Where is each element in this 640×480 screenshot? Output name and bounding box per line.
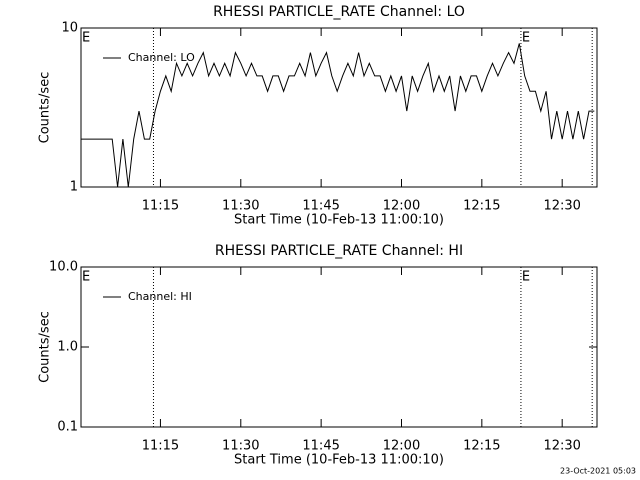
y-tick-label: 10.0: [49, 260, 78, 275]
y-tick-label: 10: [61, 21, 78, 36]
x-tick-label: 11:45: [302, 439, 339, 454]
plot-frame: [80, 27, 598, 188]
x-tick-label: 11:30: [222, 199, 259, 214]
x-axis-label: Start Time (10-Feb-13 11:00:10): [234, 213, 444, 228]
footer: 23-Oct-2021 05:03: [560, 467, 636, 476]
annotation: E: [82, 31, 90, 46]
annotation: E: [82, 270, 90, 285]
x-tick-label: 12:30: [543, 199, 580, 214]
x-tick-label: 12:15: [463, 439, 500, 454]
annotation: E: [522, 31, 530, 46]
x-tick-label: 11:30: [222, 439, 259, 454]
x-tick-label: 12:00: [383, 199, 420, 214]
y-tick-label: 1: [70, 180, 78, 195]
x-tick-label: 12:30: [543, 439, 580, 454]
annotation: E: [522, 270, 530, 285]
x-tick-label: 11:15: [142, 199, 179, 214]
y-tick-label: 0.1: [57, 420, 78, 435]
legend-label: Channel: HI: [128, 290, 192, 303]
plot-frame: [80, 266, 598, 428]
data-line: [81, 43, 595, 188]
x-tick-label: 11:45: [302, 199, 339, 214]
x-axis-label: Start Time (10-Feb-13 11:00:10): [234, 453, 444, 468]
y-axis-label: Counts/sec: [38, 72, 53, 144]
x-tick-label: 12:15: [463, 199, 500, 214]
x-tick-label: 11:15: [142, 439, 179, 454]
x-tick-label: 12:00: [383, 439, 420, 454]
y-axis-label: Counts/sec: [38, 311, 53, 383]
chart-title: RHESSI PARTICLE_RATE Channel: HI: [215, 243, 463, 259]
chart-title: RHESSI PARTICLE_RATE Channel: LO: [213, 4, 465, 20]
y-tick-label: 1.0: [57, 340, 78, 355]
legend-label: Channel: LO: [128, 51, 195, 64]
